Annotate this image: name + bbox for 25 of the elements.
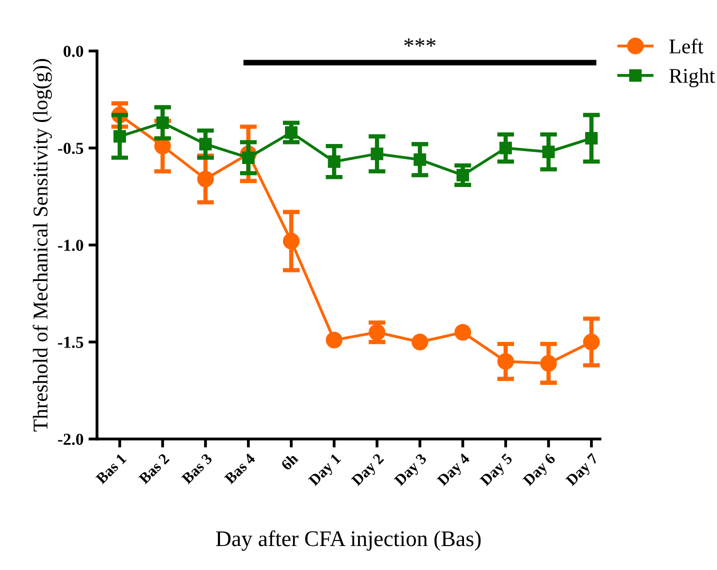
x-tick-label: Day 5 xyxy=(480,452,516,489)
legend-label: Left xyxy=(669,38,704,54)
x-tick-label: Day 7 xyxy=(565,452,601,489)
x-axis-title: Day after CFA injection (Bas) xyxy=(216,530,481,551)
y-tick-label: -2.0 xyxy=(58,434,84,446)
x-tick-label: Bas 2 xyxy=(138,453,170,485)
x-tick-label: Day 6 xyxy=(522,452,558,489)
point xyxy=(412,334,428,350)
y-axis-title: Threshold of Mechanical Sensitivity (log(g)) xyxy=(32,59,52,432)
y-tick-label: -1.0 xyxy=(58,240,84,252)
x-tick-label: Bas 4 xyxy=(224,452,256,485)
x-tick-label: Day 4 xyxy=(436,452,472,489)
x-tick-label: 6h xyxy=(280,452,299,471)
y-tick-label: -1.5 xyxy=(58,336,84,348)
x-tick-label: Bas 3 xyxy=(181,452,213,485)
legend-label: Right xyxy=(669,68,715,88)
text: *** xyxy=(404,38,436,47)
point xyxy=(326,332,342,348)
y-tick-label: 0.0 xyxy=(64,46,84,58)
x-tick-label: Day 2 xyxy=(350,452,386,489)
x-tick-label: Day 1 xyxy=(308,453,344,489)
x-tick-label: Bas 1 xyxy=(95,453,127,485)
y-tick-label: -0.5 xyxy=(58,142,84,154)
x-tick-label: Day 3 xyxy=(394,452,430,489)
point xyxy=(454,324,472,341)
